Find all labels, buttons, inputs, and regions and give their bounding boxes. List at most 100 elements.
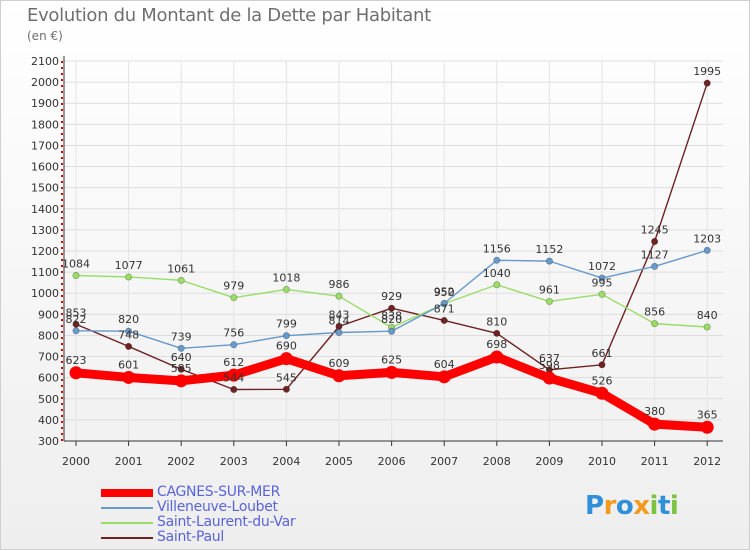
y-tick-label: 1300 (31, 224, 59, 237)
data-label: 838 (381, 309, 402, 322)
x-tick-label: 2007 (430, 455, 458, 468)
data-point (282, 332, 290, 340)
y-tick-label: 1000 (31, 287, 59, 300)
x-tick-label: 2006 (378, 455, 406, 468)
data-point (125, 342, 133, 350)
data-point (230, 341, 238, 349)
data-point (651, 238, 659, 246)
data-label: 526 (592, 374, 613, 387)
data-point (385, 365, 399, 379)
data-label: 609 (329, 357, 350, 370)
data-point (335, 292, 343, 300)
data-point (69, 366, 83, 380)
logo-letter: t (657, 491, 670, 521)
data-label: 1061 (167, 262, 195, 275)
x-tick-label: 2012 (693, 455, 721, 468)
data-label: 853 (66, 306, 87, 319)
data-point (388, 327, 396, 335)
data-label: 1245 (641, 224, 669, 237)
logo-letter: o (615, 491, 634, 521)
data-point (177, 276, 185, 284)
data-label: 950 (434, 286, 455, 299)
logo-letter: r (603, 491, 617, 521)
data-label: 739 (171, 330, 192, 343)
data-label: 814 (329, 314, 350, 327)
y-tick-label: 600 (38, 372, 59, 385)
y-tick-label: 2000 (31, 76, 59, 89)
y-tick-label: 1700 (31, 139, 59, 152)
data-point (440, 316, 448, 324)
y-tick-label: 900 (38, 308, 59, 321)
data-label: 799 (276, 318, 297, 331)
data-point (230, 385, 238, 393)
data-point (493, 281, 501, 289)
data-point (279, 352, 293, 366)
data-point (598, 361, 606, 369)
x-tick-label: 2001 (115, 455, 143, 468)
data-label: 690 (276, 340, 297, 353)
y-tick-label: 500 (38, 393, 59, 406)
y-tick-label: 1600 (31, 161, 59, 174)
data-point (703, 323, 711, 331)
data-point (490, 350, 504, 364)
data-label: 585 (171, 362, 192, 375)
logo-letter: i (669, 491, 679, 521)
data-label: 637 (539, 352, 560, 365)
y-tick-label: 1400 (31, 203, 59, 216)
data-label: 1995 (693, 65, 721, 78)
data-label: 1203 (693, 232, 721, 245)
data-point (703, 79, 711, 87)
x-tick-label: 2004 (272, 455, 300, 468)
data-point (388, 304, 396, 312)
data-label: 840 (697, 309, 718, 322)
y-tick-label: 1800 (31, 118, 59, 131)
data-point (122, 370, 136, 384)
data-point (648, 417, 662, 431)
data-label: 601 (118, 358, 139, 371)
legend-label: Villeneuve-Loubet (157, 499, 278, 515)
data-point (227, 368, 241, 382)
data-label: 698 (486, 338, 507, 351)
y-tick-label: 1500 (31, 182, 59, 195)
data-label: 1072 (588, 260, 616, 273)
data-label: 856 (644, 306, 665, 319)
data-point (440, 299, 448, 307)
data-label: 979 (223, 280, 244, 293)
legend-label: Saint-Paul (157, 529, 224, 545)
data-point (282, 385, 290, 393)
data-label: 625 (381, 353, 402, 366)
data-point (332, 369, 346, 383)
data-label: 604 (434, 358, 455, 371)
y-tick-label: 300 (38, 435, 59, 448)
logo-letter: i (649, 491, 659, 521)
x-tick-label: 2011 (641, 455, 669, 468)
data-point (125, 327, 133, 335)
data-label: 365 (697, 408, 718, 421)
data-point (542, 371, 556, 385)
data-point (282, 285, 290, 293)
y-tick-label: 2100 (31, 55, 59, 68)
legend-swatch (101, 522, 153, 524)
data-label: 822 (66, 313, 87, 326)
data-label: 986 (329, 278, 350, 291)
data-label: 380 (644, 405, 665, 418)
data-label: 1156 (483, 242, 511, 255)
data-label: 612 (223, 356, 244, 369)
data-label: 1040 (483, 267, 511, 280)
data-point (335, 328, 343, 336)
x-tick-label: 2008 (483, 455, 511, 468)
legend-label: Saint-Laurent-du-Var (157, 514, 296, 530)
data-point (700, 420, 714, 434)
data-label: 1018 (272, 271, 300, 284)
data-point (437, 370, 451, 384)
data-label: 843 (329, 308, 350, 321)
x-tick-label: 2009 (535, 455, 563, 468)
data-point (174, 374, 188, 388)
data-point (598, 290, 606, 298)
data-point (651, 262, 659, 270)
data-label: 623 (66, 354, 87, 367)
data-point (493, 329, 501, 337)
data-label: 810 (486, 315, 507, 328)
